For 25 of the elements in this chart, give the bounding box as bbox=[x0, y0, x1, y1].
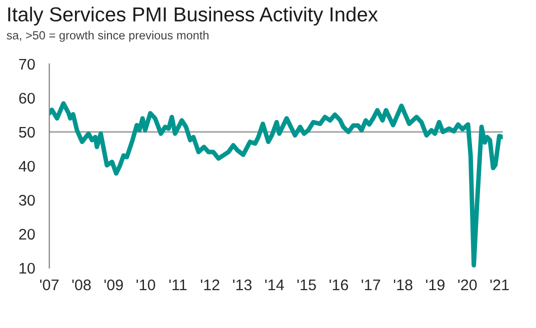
x-tick-label: '21 bbox=[490, 279, 509, 290]
x-tick-label: '12 bbox=[200, 279, 220, 290]
x-tick-label: '16 bbox=[330, 279, 348, 290]
line-series bbox=[49, 101, 503, 268]
x-tick-label: '18 bbox=[394, 279, 412, 290]
x-tick-label: '10 bbox=[136, 279, 156, 290]
y-tick-label: 20 bbox=[19, 228, 35, 240]
x-tick-label: '14 bbox=[265, 280, 284, 290]
y-tick-label: 50 bbox=[19, 126, 35, 138]
y-tick-label: 10 bbox=[20, 262, 35, 274]
y-tick-label: 70 bbox=[19, 58, 35, 70]
chart-subtitle: sa, >50 = growth since previous month bbox=[6, 30, 208, 42]
chart-title: Italy Services PMI Business Activity Index bbox=[8, 6, 378, 26]
x-tick-label: '13 bbox=[233, 279, 252, 290]
x-tick-label: '17 bbox=[362, 280, 380, 290]
x-tick-label: '19 bbox=[426, 279, 444, 290]
y-tick-label: 60 bbox=[19, 92, 35, 104]
x-tick-label: '07 bbox=[40, 279, 58, 290]
y-tick-label: 40 bbox=[18, 160, 35, 172]
x-tick-label: '11 bbox=[169, 280, 187, 290]
y-tick-label: 30 bbox=[19, 194, 35, 206]
x-tick-label: '20 bbox=[458, 279, 477, 290]
x-tick-label: '08 bbox=[72, 279, 91, 290]
x-tick-label: '09 bbox=[104, 279, 123, 290]
x-tick-label: '15 bbox=[297, 280, 316, 290]
